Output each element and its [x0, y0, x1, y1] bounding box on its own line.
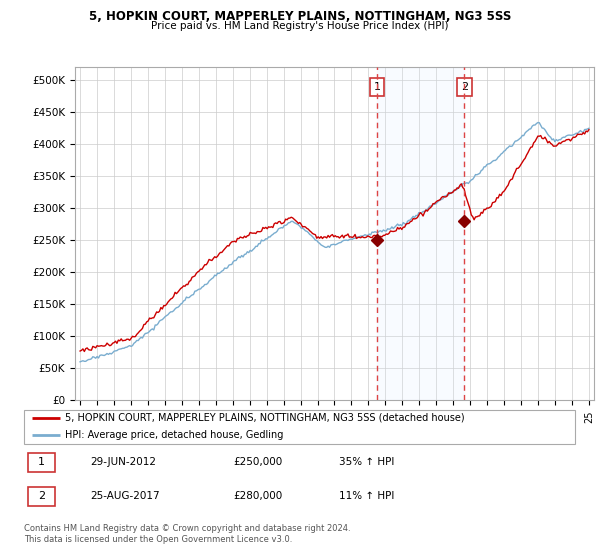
- Text: 1: 1: [373, 82, 380, 92]
- Text: 29-JUN-2012: 29-JUN-2012: [90, 457, 156, 467]
- Text: Contains HM Land Registry data © Crown copyright and database right 2024.: Contains HM Land Registry data © Crown c…: [24, 524, 350, 533]
- Text: 5, HOPKIN COURT, MAPPERLEY PLAINS, NOTTINGHAM, NG3 5SS (detached house): 5, HOPKIN COURT, MAPPERLEY PLAINS, NOTTI…: [65, 413, 465, 423]
- Text: £280,000: £280,000: [234, 491, 283, 501]
- FancyBboxPatch shape: [28, 487, 55, 506]
- FancyBboxPatch shape: [28, 452, 55, 472]
- Text: 25-AUG-2017: 25-AUG-2017: [90, 491, 160, 501]
- Text: 11% ↑ HPI: 11% ↑ HPI: [338, 491, 394, 501]
- Text: 5, HOPKIN COURT, MAPPERLEY PLAINS, NOTTINGHAM, NG3 5SS: 5, HOPKIN COURT, MAPPERLEY PLAINS, NOTTI…: [89, 10, 511, 23]
- Text: 2: 2: [38, 491, 45, 501]
- FancyBboxPatch shape: [24, 409, 575, 445]
- Text: 1: 1: [38, 457, 45, 467]
- Text: Price paid vs. HM Land Registry's House Price Index (HPI): Price paid vs. HM Land Registry's House …: [151, 21, 449, 31]
- Text: 35% ↑ HPI: 35% ↑ HPI: [338, 457, 394, 467]
- Text: 2: 2: [461, 82, 468, 92]
- Text: This data is licensed under the Open Government Licence v3.0.: This data is licensed under the Open Gov…: [24, 534, 292, 544]
- Bar: [377, 67, 464, 400]
- Text: £250,000: £250,000: [234, 457, 283, 467]
- Text: HPI: Average price, detached house, Gedling: HPI: Average price, detached house, Gedl…: [65, 431, 284, 440]
